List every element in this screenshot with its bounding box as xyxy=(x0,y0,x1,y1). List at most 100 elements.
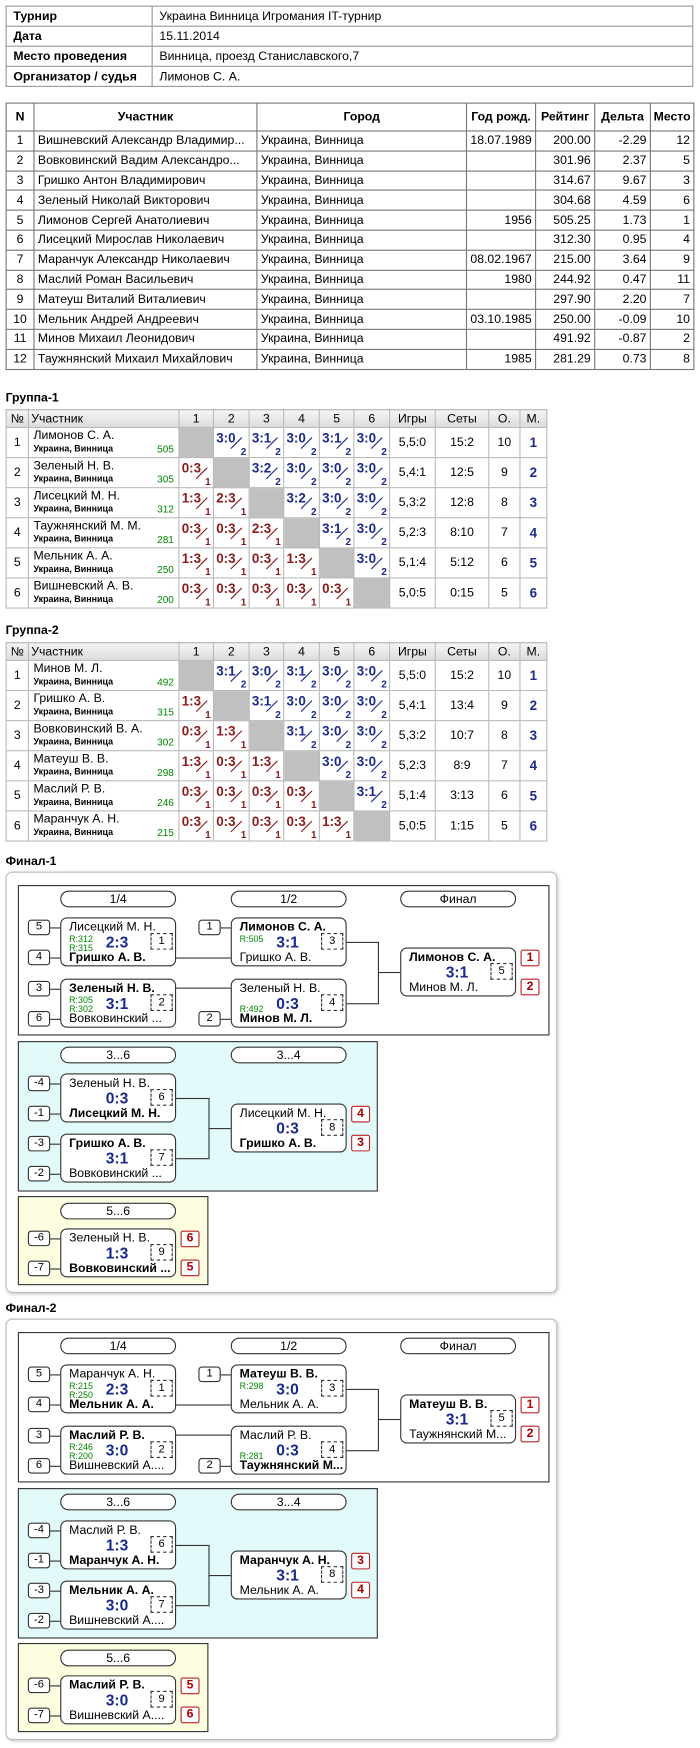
group-row: 5 Мельник А. А. Украина, Винница 250 1:3 1 0:3… xyxy=(5,547,548,579)
player-cell: 505.25 xyxy=(535,209,596,231)
player-rating: 200 xyxy=(157,594,174,606)
player: Матеуш В. В. Украина, Винница 298 xyxy=(27,750,180,782)
score: 3:2 2 xyxy=(250,458,283,487)
game-score: 0:3 xyxy=(181,460,202,476)
player-name: Маслий Р. В. xyxy=(69,1523,141,1538)
player-name: Мельник А. А. xyxy=(69,1583,154,1598)
column-header: Рейтинг xyxy=(535,102,596,132)
player-cell: 7 xyxy=(649,289,695,311)
group-table: № Участник 1 2 3 4 5 6 Игры Сеты О. М. 1 Минов М. Л. У… xyxy=(5,642,548,842)
player-cell xyxy=(465,170,537,192)
column-header: 5 xyxy=(318,642,355,661)
connector xyxy=(176,1097,209,1100)
player-cell: 4.59 xyxy=(594,189,651,211)
game-points: 1 xyxy=(345,829,352,841)
game-score: 1:3 xyxy=(216,723,236,740)
place: 2 xyxy=(519,689,548,722)
player-cell: Гришко Антон Владимирович xyxy=(33,170,258,192)
player-city: Украина, Винница xyxy=(33,503,114,514)
score: 0:3 1 xyxy=(284,811,319,841)
player-name: Зеленый Н. В. xyxy=(69,1231,151,1246)
place: 3 xyxy=(519,720,548,752)
seed: 5 xyxy=(27,919,51,936)
match-box: Зеленый Н. В. Вовковинский ... 1:3 9 xyxy=(60,1228,177,1278)
connector xyxy=(50,1620,61,1622)
player: Минов М. Л. Украина, Винница 492 xyxy=(27,659,180,692)
final-place: 5 xyxy=(180,1677,200,1695)
player: Зеленый Н. В. Украина, Винница 305 xyxy=(27,457,180,489)
player-cell: 3 xyxy=(649,170,695,192)
final-place: 5 xyxy=(180,1259,200,1277)
game-points: 1 xyxy=(205,708,211,721)
player-name: Гришко А. В. xyxy=(239,1136,317,1151)
row-number: 1 xyxy=(5,659,29,692)
player-name: Маранчук А. Н. xyxy=(239,1553,330,1568)
match-number: 5 xyxy=(490,963,513,980)
final-place: 3 xyxy=(351,1552,371,1570)
match-box: Лисецкий М. Н. R:312 Гришко А. В. R:315 2:3 1 xyxy=(60,917,177,967)
player-cell xyxy=(465,328,537,350)
player-cell: Украина, Винница xyxy=(256,170,468,192)
player-cell: 244.92 xyxy=(535,269,596,291)
connector xyxy=(377,971,401,974)
score-cell: 0:3 1 xyxy=(212,577,250,609)
score: 0:3 1 xyxy=(284,781,319,811)
score: 0:3 1 xyxy=(214,518,249,548)
connector xyxy=(377,1418,401,1421)
match-box: Лимонов С. А. Минов М. Л. 3:1 5 xyxy=(400,947,517,997)
player-name: Лисецкий М. Н. xyxy=(69,1106,161,1121)
seed: 4 xyxy=(27,949,51,966)
player-cell: 281.29 xyxy=(535,348,596,370)
score-cell: 1:3 1 xyxy=(178,689,215,722)
player-name: Мельник А. А. xyxy=(69,1397,154,1412)
points: 8 xyxy=(488,487,521,519)
player-row: 10 Мельник Андрей Андреевич Украина, Винни… xyxy=(5,308,695,330)
score: 3:1 2 xyxy=(354,781,389,811)
row-number: 6 xyxy=(5,577,29,609)
match-score: 3:0 xyxy=(105,1690,129,1709)
score: 0:3 1 xyxy=(250,548,283,578)
match-score: 2:3 xyxy=(105,932,129,951)
connector xyxy=(176,1605,209,1607)
column-header: Участник xyxy=(27,409,180,429)
game-points: 2 xyxy=(381,799,387,811)
game-score: 0:3 xyxy=(181,813,202,830)
score-cell: 1:3 1 xyxy=(283,547,320,579)
final-place: 6 xyxy=(180,1230,200,1248)
game-score: 3:0 xyxy=(322,663,342,679)
match-score: 0:3 xyxy=(276,994,299,1013)
game-score: 3:0 xyxy=(356,663,377,679)
player-rating: 302 xyxy=(157,736,174,748)
player-row: 6 Лисецкий Мирослав Николаевич Украина, Ви… xyxy=(5,229,695,251)
player: Маслий Р. В. Украина, Винница 246 xyxy=(27,780,180,812)
game-points: 1 xyxy=(240,596,247,608)
diagonal-cell xyxy=(318,547,355,579)
row-number: 6 xyxy=(5,810,29,842)
player-cell: Украина, Винница xyxy=(256,189,468,211)
connector xyxy=(50,1715,61,1717)
row-number: 5 xyxy=(5,547,29,579)
player-name: Маслий Р. В. xyxy=(69,1678,145,1693)
info-label: Дата xyxy=(5,25,153,47)
score: 3:0 2 xyxy=(354,691,389,720)
player-row: 12 Таужнянский Михаил Михайлович Украина, … xyxy=(5,348,695,370)
game-score: 3:1 xyxy=(216,663,236,679)
player-cell: 4 xyxy=(649,229,695,251)
game-points: 2 xyxy=(345,475,352,488)
player-cell: Мельник Андрей Андреевич xyxy=(33,308,258,330)
match-number: 8 xyxy=(321,1119,344,1136)
match-score: 3:1 xyxy=(445,963,469,981)
score: 3:1 2 xyxy=(320,518,353,548)
column-header: Сеты xyxy=(434,409,490,429)
player-info: Мельник А. А. Украина, Винница 250 xyxy=(29,548,178,577)
connector xyxy=(176,1158,209,1160)
column-header: 4 xyxy=(283,642,320,661)
column-header: 6 xyxy=(353,642,391,661)
player: Гришко А. В. Украина, Винница 315 xyxy=(27,689,180,722)
player-name: Вовковинский ... xyxy=(69,1012,162,1026)
connector xyxy=(50,988,61,990)
sets: 1:15 xyxy=(434,810,490,842)
player-cell: 12 xyxy=(649,130,695,152)
game-points: 2 xyxy=(345,678,352,690)
player-cell: Лисецкий Мирослав Николаевич xyxy=(33,229,258,251)
